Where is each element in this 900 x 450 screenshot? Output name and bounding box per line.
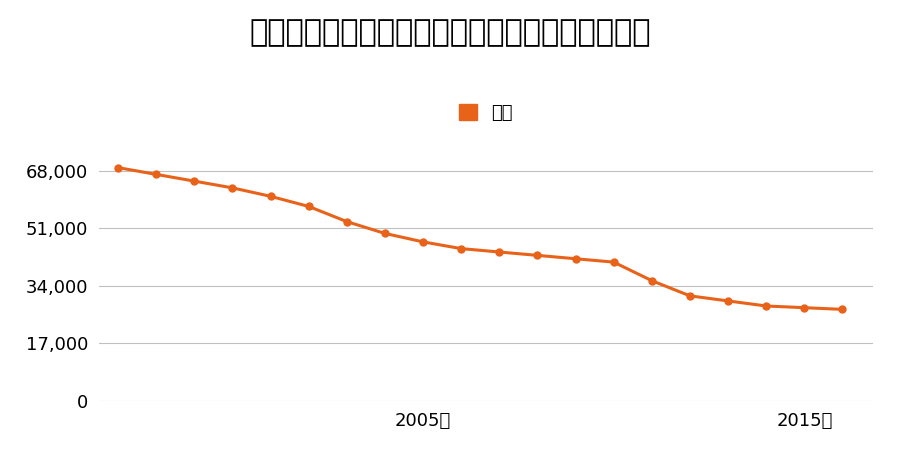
Text: 福島県東白川郡塙町大字塙字本町３番の地価推移: 福島県東白川郡塙町大字塙字本町３番の地価推移 <box>249 18 651 47</box>
Legend: 価格: 価格 <box>452 97 520 129</box>
